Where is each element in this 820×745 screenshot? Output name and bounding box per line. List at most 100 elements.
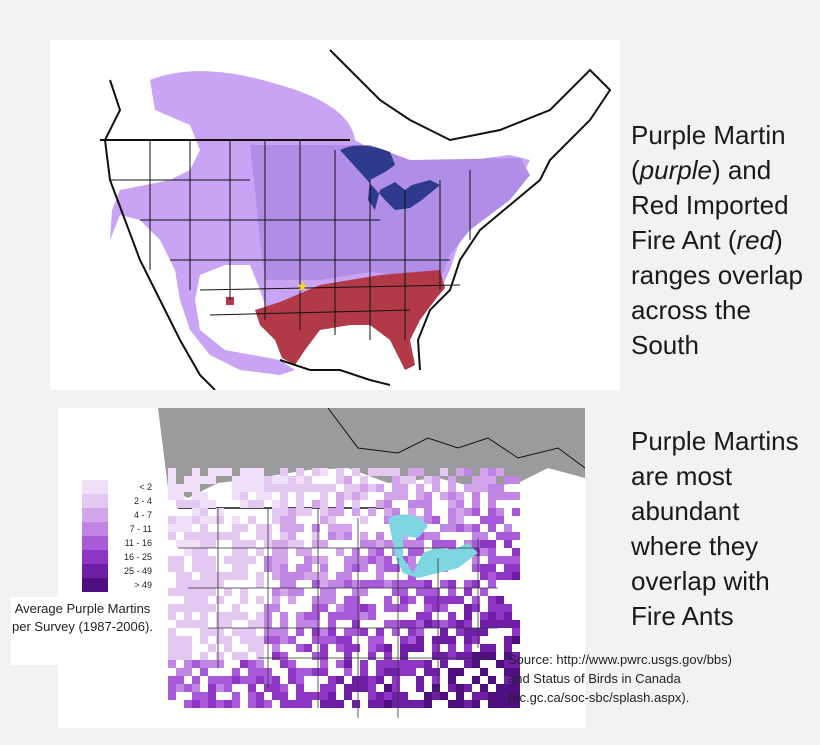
abundance-cell — [376, 692, 384, 700]
abundance-cell — [192, 548, 200, 556]
abundance-cell — [448, 612, 456, 620]
abundance-cell — [240, 628, 248, 636]
abundance-cell — [280, 540, 288, 548]
legend-row: 2 - 4 — [82, 494, 152, 508]
abundance-cell — [384, 700, 392, 708]
abundance-cell — [280, 492, 288, 500]
abundance-cell — [192, 596, 200, 604]
abundance-cell — [464, 484, 472, 492]
abundance-cell — [480, 476, 488, 484]
abundance-cell — [232, 628, 240, 636]
abundance-cell — [488, 548, 496, 556]
abundance-cell — [288, 532, 296, 540]
abundance-cell — [432, 668, 440, 676]
abundance-cell — [400, 620, 408, 628]
abundance-cell — [384, 604, 392, 612]
abundance-cell — [392, 476, 400, 484]
abundance-cell — [504, 620, 512, 628]
abundance-cell — [456, 700, 464, 708]
abundance-cell — [448, 596, 456, 604]
abundance-cell — [200, 660, 208, 668]
abundance-cell — [424, 500, 432, 508]
legend-swatch — [82, 578, 108, 592]
abundance-cell — [368, 612, 376, 620]
abundance-cell — [360, 588, 368, 596]
abundance-cell — [488, 692, 496, 700]
legend-swatch — [82, 508, 108, 522]
abundance-cell — [224, 468, 232, 476]
abundance-cell — [344, 660, 352, 668]
abundance-cell — [416, 468, 424, 476]
abundance-map-svg — [158, 408, 585, 718]
abundance-cell — [512, 556, 520, 564]
abundance-cell — [312, 652, 320, 660]
abundance-cell — [216, 580, 224, 588]
abundance-cell — [408, 620, 416, 628]
abundance-cell — [344, 484, 352, 492]
abundance-cell — [440, 540, 448, 548]
abundance-cell — [200, 524, 208, 532]
abundance-cell — [488, 484, 496, 492]
abundance-cell — [440, 524, 448, 532]
abundance-cell — [272, 644, 280, 652]
abundance-cell — [480, 572, 488, 580]
abundance-cell — [208, 684, 216, 692]
abundance-cell — [224, 644, 232, 652]
abundance-cell — [192, 660, 200, 668]
legend-row: 4 - 7 — [82, 508, 152, 522]
abundance-cell — [192, 564, 200, 572]
abundance-cell — [280, 524, 288, 532]
abundance-cell — [304, 548, 312, 556]
abundance-cell — [208, 604, 216, 612]
abundance-cell — [400, 596, 408, 604]
abundance-cell — [496, 612, 504, 620]
abundance-cell — [200, 500, 208, 508]
abundance-cell — [176, 580, 184, 588]
abundance-cell — [336, 572, 344, 580]
abundance-cell — [328, 692, 336, 700]
abundance-cell — [480, 532, 488, 540]
abundance-cell — [288, 508, 296, 516]
abundance-cell — [200, 572, 208, 580]
abundance-cell — [344, 532, 352, 540]
legend-label: 16 - 25 — [123, 552, 152, 562]
abundance-cell — [176, 540, 184, 548]
abundance-cell — [504, 644, 512, 652]
abundance-cell — [176, 556, 184, 564]
abundance-cell — [376, 484, 384, 492]
abundance-cell — [296, 508, 304, 516]
abundance-cell — [296, 468, 304, 476]
abundance-cell — [360, 604, 368, 612]
legend-label: 7 - 11 — [129, 524, 152, 534]
abundance-cell — [432, 532, 440, 540]
abundance-cell — [360, 532, 368, 540]
abundance-cell — [168, 636, 176, 644]
abundance-cell — [496, 604, 504, 612]
abundance-cell — [464, 644, 472, 652]
abundance-cell — [304, 572, 312, 580]
abundance-cell — [416, 532, 424, 540]
abundance-cell — [400, 484, 408, 492]
abundance-cell — [432, 692, 440, 700]
abundance-cell — [288, 516, 296, 524]
abundance-cell — [376, 636, 384, 644]
abundance-cell — [168, 468, 176, 476]
abundance-cell — [248, 676, 256, 684]
abundance-cell — [208, 588, 216, 596]
range-map-svg — [55, 40, 620, 390]
abundance-cell — [456, 524, 464, 532]
abundance-cell — [312, 468, 320, 476]
abundance-cell — [432, 676, 440, 684]
abundance-cell — [368, 676, 376, 684]
abundance-cell — [464, 468, 472, 476]
abundance-cell — [208, 572, 216, 580]
abundance-cell — [408, 700, 416, 708]
abundance-cell — [352, 508, 360, 516]
abundance-cell — [272, 540, 280, 548]
abundance-cell — [376, 700, 384, 708]
abundance-cell — [240, 596, 248, 604]
abundance-cell — [344, 580, 352, 588]
abundance-cell — [232, 556, 240, 564]
abundance-cell — [424, 596, 432, 604]
abundance-cell — [272, 588, 280, 596]
